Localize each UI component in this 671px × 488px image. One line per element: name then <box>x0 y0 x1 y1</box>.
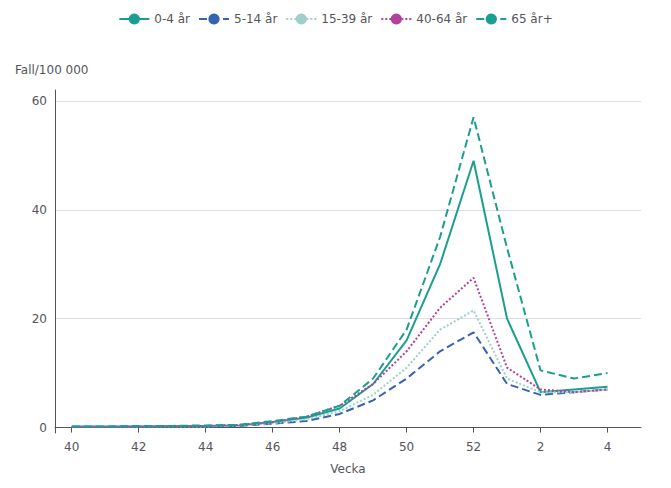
svg-text:42: 42 <box>131 440 146 454</box>
svg-text:Fall/100 000: Fall/100 000 <box>15 63 89 77</box>
svg-text:2: 2 <box>537 440 545 454</box>
svg-text:5-14 år: 5-14 år <box>234 12 277 26</box>
svg-text:40: 40 <box>32 203 47 217</box>
svg-text:40-64 år: 40-64 år <box>416 12 467 26</box>
svg-text:46: 46 <box>265 440 280 454</box>
svg-text:4: 4 <box>604 440 612 454</box>
svg-text:44: 44 <box>198 440 213 454</box>
svg-text:15-39 år: 15-39 år <box>321 12 372 26</box>
svg-text:60: 60 <box>32 94 47 108</box>
svg-text:52: 52 <box>466 440 481 454</box>
svg-text:0-4 år: 0-4 år <box>154 12 190 26</box>
svg-text:50: 50 <box>399 440 414 454</box>
svg-text:65 år+: 65 år+ <box>511 12 552 26</box>
svg-text:0: 0 <box>39 421 47 435</box>
svg-text:48: 48 <box>332 440 347 454</box>
svg-text:Vecka: Vecka <box>330 462 365 476</box>
svg-text:20: 20 <box>32 312 47 326</box>
svg-text:40: 40 <box>64 440 79 454</box>
